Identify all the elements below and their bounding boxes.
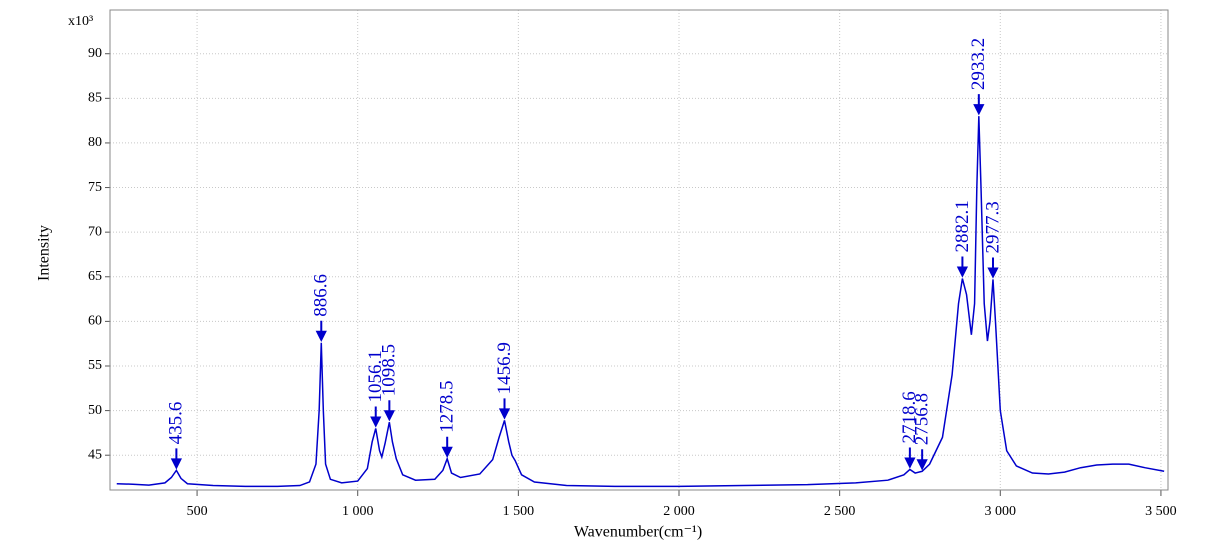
peak-marker <box>987 257 999 279</box>
plot-frame <box>109 9 1169 491</box>
peak-arrow <box>370 406 382 428</box>
x-tick-label: 1 000 <box>342 504 374 519</box>
peak-marker <box>383 400 395 422</box>
y-tick-label: 55 <box>88 358 102 373</box>
peak-arrow <box>973 94 985 116</box>
peak-marker <box>370 406 382 428</box>
peak-label: 2933.2 <box>968 38 989 90</box>
peak-label: 886.6 <box>311 274 332 317</box>
peak-label: 2977.3 <box>982 201 1003 253</box>
x-tick-label: 1 500 <box>503 504 535 519</box>
peak-label: 1278.5 <box>437 381 458 433</box>
peak-label: 1456.9 <box>494 342 515 394</box>
x-tick-label: 3 500 <box>1145 504 1177 519</box>
y-tick-label: 85 <box>88 91 102 106</box>
peak-label: 2718.6 <box>899 391 920 443</box>
peak-label: 435.6 <box>166 402 187 445</box>
peak-arrow <box>315 320 327 343</box>
peak-label: 1098.5 <box>379 344 400 396</box>
y-tick-label: 45 <box>88 447 102 462</box>
peak-arrow <box>956 256 969 278</box>
y-tick-label: 60 <box>88 314 102 329</box>
y-tick-label: 80 <box>88 135 102 150</box>
peak-arrow <box>498 398 511 420</box>
peak-marker <box>904 447 916 469</box>
y-tick-label: 70 <box>88 224 102 239</box>
peak-arrow <box>170 448 182 470</box>
y-multiplier: x10³ <box>68 14 93 29</box>
peak-label: 2756.8 <box>912 393 933 445</box>
y-axis-label: Intensity <box>36 225 53 281</box>
peak-arrow <box>383 400 395 422</box>
peak-marker <box>315 320 327 343</box>
y-tick-label: 75 <box>88 180 102 195</box>
peak-marker <box>956 256 969 278</box>
x-axis-label: Wavenumber(cm⁻¹) <box>574 524 702 541</box>
peak-arrow <box>987 257 999 279</box>
peak-label: 2882.1 <box>952 200 973 252</box>
peak-arrow <box>441 436 453 459</box>
peak-marker <box>973 94 985 116</box>
y-tick-label: 90 <box>88 46 102 61</box>
peak-arrow <box>904 447 916 469</box>
peak-marker <box>916 449 928 471</box>
x-tick-label: 2 000 <box>663 504 695 519</box>
y-tick-label: 65 <box>88 269 102 284</box>
x-tick-label: 2 500 <box>824 504 856 519</box>
spectrum-line <box>116 116 1165 488</box>
y-tick-label: 50 <box>88 403 102 418</box>
peak-arrow <box>916 449 928 471</box>
x-tick-label: 3 000 <box>985 504 1017 519</box>
peak-marker <box>498 398 511 420</box>
peak-marker <box>170 448 182 470</box>
x-tick-label: 500 <box>187 504 208 519</box>
peak-marker <box>441 436 453 459</box>
peak-label: 1056.1 <box>365 350 386 402</box>
